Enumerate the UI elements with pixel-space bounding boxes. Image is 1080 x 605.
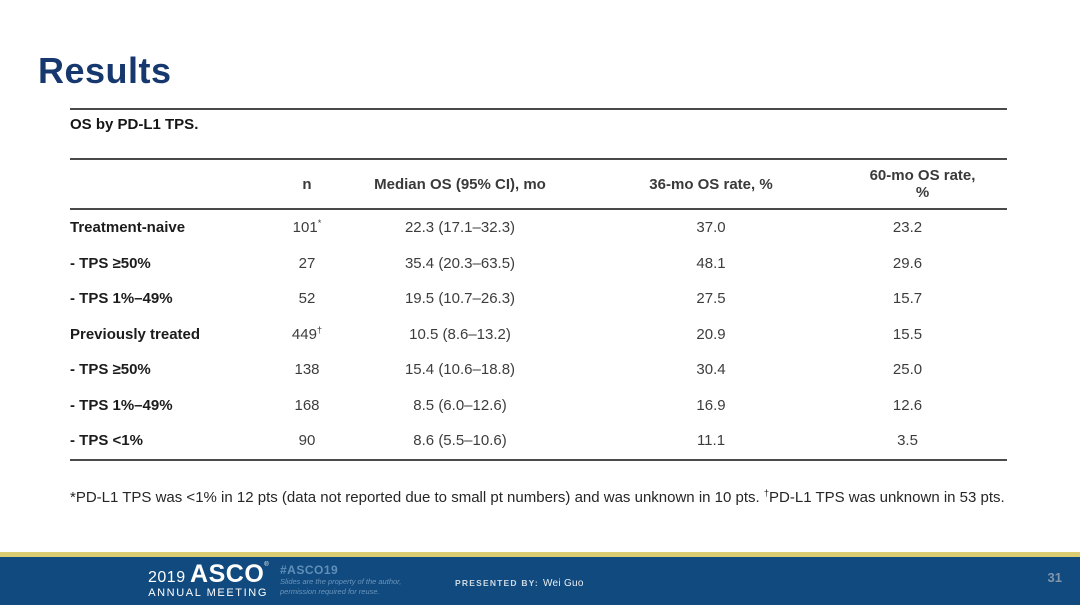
table-row: - TPS ≥50% 138 15.4 (10.6–18.8) 30.4 25.0 (70, 352, 1007, 388)
cell-60mo-rate: 29.6 (892, 254, 923, 272)
cell-median-os: 22.3 (17.1–32.3) (404, 219, 516, 237)
header-60mo-rate: 60-mo OS rate, % (869, 167, 976, 201)
table-rule-top (70, 108, 1007, 110)
page-number: 31 (1047, 570, 1062, 585)
row-label: Previously treated (70, 325, 201, 343)
footer-bar: 2019 ASCO® ANNUAL MEETING #ASCO19 Slides… (0, 557, 1080, 605)
cell-n: 138 (294, 361, 320, 379)
cell-n: 449† (291, 324, 323, 343)
footnote-part2: PD-L1 TPS was unknown in 53 pts. (769, 489, 1005, 506)
asco-year: 2019 (148, 569, 186, 586)
row-label: - TPS ≥50% (70, 361, 151, 379)
table-rule-header-bottom (70, 208, 1007, 210)
cell-n: 90 (298, 432, 316, 450)
table-row: - TPS <1% 90 8.6 (5.5–10.6) 11.1 3.5 (70, 423, 1007, 459)
asco-logo-line1: 2019 ASCO® (148, 560, 269, 588)
asco-meeting-label: ANNUAL MEETING (148, 587, 268, 599)
cell-60mo-rate: 12.6 (892, 396, 923, 414)
cell-36mo-rate: 30.4 (696, 361, 726, 379)
footnote-dagger: † (763, 488, 770, 498)
asco-logo: 2019 ASCO® ANNUAL MEETING (148, 560, 269, 600)
footnote-part1: *PD-L1 TPS was <1% in 12 pts (data not r… (70, 489, 764, 506)
asco-registered-mark: ® (264, 562, 269, 568)
table-caption: OS by PD-L1 TPS. (70, 116, 199, 133)
cell-60mo-rate: 25.0 (892, 361, 923, 379)
cell-median-os: 8.5 (6.0–12.6) (413, 396, 507, 414)
cell-median-os: 15.4 (10.6–18.8) (404, 361, 516, 379)
cell-median-os: 35.4 (20.3–63.5) (404, 254, 516, 272)
footnote: *PD-L1 TPS was <1% in 12 pts (data not r… (70, 486, 1015, 510)
asco-org: ASCO (190, 560, 265, 588)
header-median-os: Median OS (95% CI), mo (374, 175, 546, 193)
header-36mo-rate: 36-mo OS rate, % (649, 175, 773, 193)
presented-by-label: PRESENTED BY: (455, 578, 539, 588)
cell-36mo-rate: 37.0 (696, 219, 726, 237)
results-table: OS by PD-L1 TPS. n Median OS (95% CI), m… (70, 108, 1007, 461)
row-label: - TPS <1% (70, 432, 143, 450)
presented-by: PRESENTED BY: Wei Guo (455, 573, 584, 591)
table-row: Previously treated 449† 10.5 (8.6–13.2) 20.… (70, 317, 1007, 353)
cell-60mo-rate: 23.2 (892, 219, 923, 237)
cell-n: 101* (292, 218, 322, 237)
cell-36mo-rate: 48.1 (696, 254, 726, 272)
cell-median-os: 8.6 (5.5–10.6) (413, 432, 507, 450)
cell-n: 168 (294, 396, 320, 414)
hashtag-block: #ASCO19 Slides are the property of the a… (280, 563, 401, 597)
row-label: - TPS 1%–49% (70, 290, 173, 308)
disclaimer-line1: Slides are the property of the author, (280, 577, 402, 586)
cell-60mo-rate: 3.5 (897, 432, 918, 450)
presenter-name: Wei Guo (542, 578, 584, 589)
row-label: Treatment-naive (70, 219, 186, 237)
table-header-row: n Median OS (95% CI), mo 36-mo OS rate, … (70, 160, 1007, 208)
table-rule-bottom (70, 458, 1007, 461)
disclaimer-line2: permission required for reuse. (280, 587, 380, 597)
cell-n: 27 (298, 254, 316, 272)
footer-accent-stripe (0, 552, 1080, 557)
row-label: - TPS 1%–49% (70, 396, 173, 414)
cell-36mo-rate: 20.9 (696, 325, 726, 343)
header-n: n (302, 175, 312, 193)
table-body: Treatment-naive 101* 22.3 (17.1–32.3) 37.0 2… (70, 210, 1007, 459)
cell-36mo-rate: 27.5 (696, 290, 726, 308)
table-row: - TPS ≥50% 27 35.4 (20.3–63.5) 48.1 29.6 (70, 246, 1007, 282)
cell-36mo-rate: 11.1 (696, 432, 726, 450)
cell-60mo-rate: 15.7 (892, 290, 923, 308)
cell-60mo-rate: 15.5 (892, 325, 923, 343)
row-label: - TPS ≥50% (70, 254, 151, 272)
table-row: Treatment-naive 101* 22.3 (17.1–32.3) 37.0 2… (70, 210, 1007, 246)
page-title: Results (38, 50, 172, 91)
hashtag: #ASCO19 (280, 563, 339, 577)
table-row: - TPS 1%–49% 52 19.5 (10.7–26.3) 27.5 15.7 (70, 281, 1007, 317)
table-row: - TPS 1%–49% 168 8.5 (6.0–12.6) 16.9 12.6 (70, 388, 1007, 424)
cell-36mo-rate: 16.9 (696, 396, 726, 414)
cell-median-os: 19.5 (10.7–26.3) (404, 290, 516, 308)
cell-n: 52 (298, 290, 316, 308)
cell-median-os: 10.5 (8.6–13.2) (409, 325, 511, 343)
table-rule-header-top (70, 158, 1007, 160)
